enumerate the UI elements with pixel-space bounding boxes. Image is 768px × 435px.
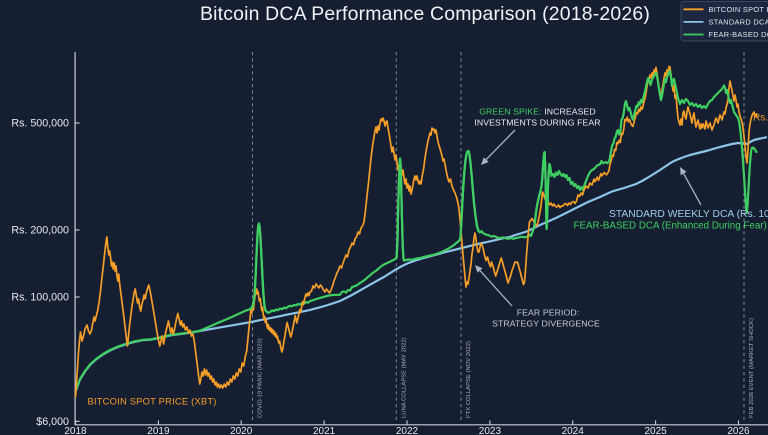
svg-text:FEB 2026 EVENT (MARKET SHOCK): FEB 2026 EVENT (MARKET SHOCK): [749, 318, 755, 418]
svg-text:STANDARD DCA: STANDARD DCA: [709, 18, 768, 27]
svg-text:2018: 2018: [64, 426, 87, 435]
svg-text:$6,000: $6,000: [36, 416, 69, 428]
svg-text:STRATEGY DIVERGENCE: STRATEGY DIVERGENCE: [492, 319, 600, 329]
svg-text:2023: 2023: [479, 426, 502, 435]
svg-text:STANDARD WEEKLY DCA (Rs. 100/w: STANDARD WEEKLY DCA (Rs. 100/week): [609, 209, 768, 220]
svg-text:INVESTMENTS DURING FEAR: INVESTMENTS DURING FEAR: [474, 118, 600, 128]
svg-text:GREEN SPIKE: INCREASED: GREEN SPIKE: INCREASED: [479, 107, 596, 117]
svg-text:BITCOIN SPOT PRICE (XBT): BITCOIN SPOT PRICE (XBT): [709, 5, 768, 14]
svg-text:Rs. 200,000: Rs. 200,000: [11, 225, 69, 237]
svg-text:2024: 2024: [562, 426, 585, 435]
svg-text:BITCOIN SPOT PRICE (XBT): BITCOIN SPOT PRICE (XBT): [88, 396, 217, 407]
svg-text:Rs. 500,000: Rs. 500,000: [11, 118, 69, 130]
svg-text:FEAR PERIOD:: FEAR PERIOD:: [517, 308, 580, 318]
svg-text:Rs. 100,000: Rs. 100,000: [11, 292, 69, 304]
svg-text:2026: 2026: [727, 426, 750, 435]
svg-text:Bitcoin DCA Performance Compar: Bitcoin DCA Performance Comparison (2018…: [200, 3, 650, 25]
svg-text:2022: 2022: [396, 426, 419, 435]
svg-text:2025: 2025: [644, 426, 667, 435]
svg-text:2020: 2020: [230, 426, 253, 435]
svg-text:COVID-19 PANIC (MAR 2020): COVID-19 PANIC (MAR 2020): [258, 338, 264, 418]
svg-text:2021: 2021: [313, 426, 336, 435]
svg-text:FEAR-BASED DCA: FEAR-BASED DCA: [709, 30, 768, 39]
svg-text:FEAR-BASED DCA (Enhanced Durin: FEAR-BASED DCA (Enhanced During Fear): [574, 220, 767, 231]
svg-text:FTX COLLAPSE (NOV 2022): FTX COLLAPSE (NOV 2022): [466, 341, 472, 418]
svg-text:LUNA COLLAPSE (MAY 2022): LUNA COLLAPSE (MAY 2022): [401, 337, 407, 418]
svg-text:Rs. 4: Rs. 4: [753, 113, 768, 124]
svg-text:2019: 2019: [147, 426, 170, 435]
